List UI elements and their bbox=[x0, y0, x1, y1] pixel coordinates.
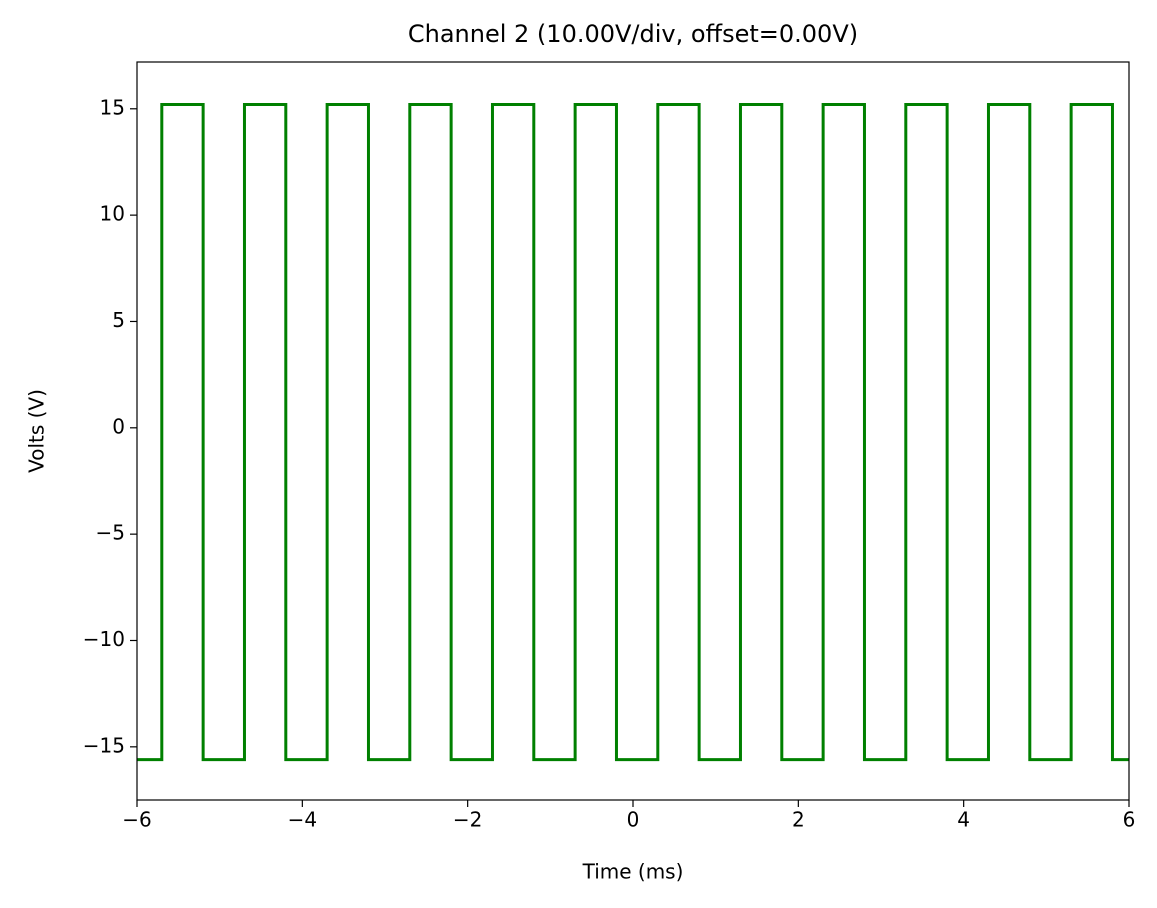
x-tick-label: 2 bbox=[792, 808, 805, 832]
signal-line bbox=[137, 103, 1129, 762]
chart-title: Channel 2 (10.00V/div, offset=0.00V) bbox=[408, 20, 858, 48]
y-axis-label: Volts (V) bbox=[25, 389, 49, 473]
x-tick-label: 0 bbox=[627, 808, 640, 832]
x-axis-label: Time (ms) bbox=[582, 860, 684, 884]
y-tick-label: −15 bbox=[83, 733, 125, 757]
x-tick-label: 4 bbox=[957, 808, 970, 832]
y-tick-label: 0 bbox=[112, 414, 125, 438]
plot-area bbox=[137, 103, 1129, 762]
x-tick-label: −4 bbox=[288, 808, 317, 832]
y-tick-label: 15 bbox=[100, 95, 125, 119]
x-tick-label: 6 bbox=[1123, 808, 1136, 832]
y-tick-label: 10 bbox=[100, 202, 125, 226]
y-tick-label: −10 bbox=[83, 627, 125, 651]
x-tick-label: −6 bbox=[122, 808, 151, 832]
y-tick-label: 5 bbox=[112, 308, 125, 332]
y-tick-label: −5 bbox=[96, 521, 125, 545]
x-tick-label: −2 bbox=[453, 808, 482, 832]
